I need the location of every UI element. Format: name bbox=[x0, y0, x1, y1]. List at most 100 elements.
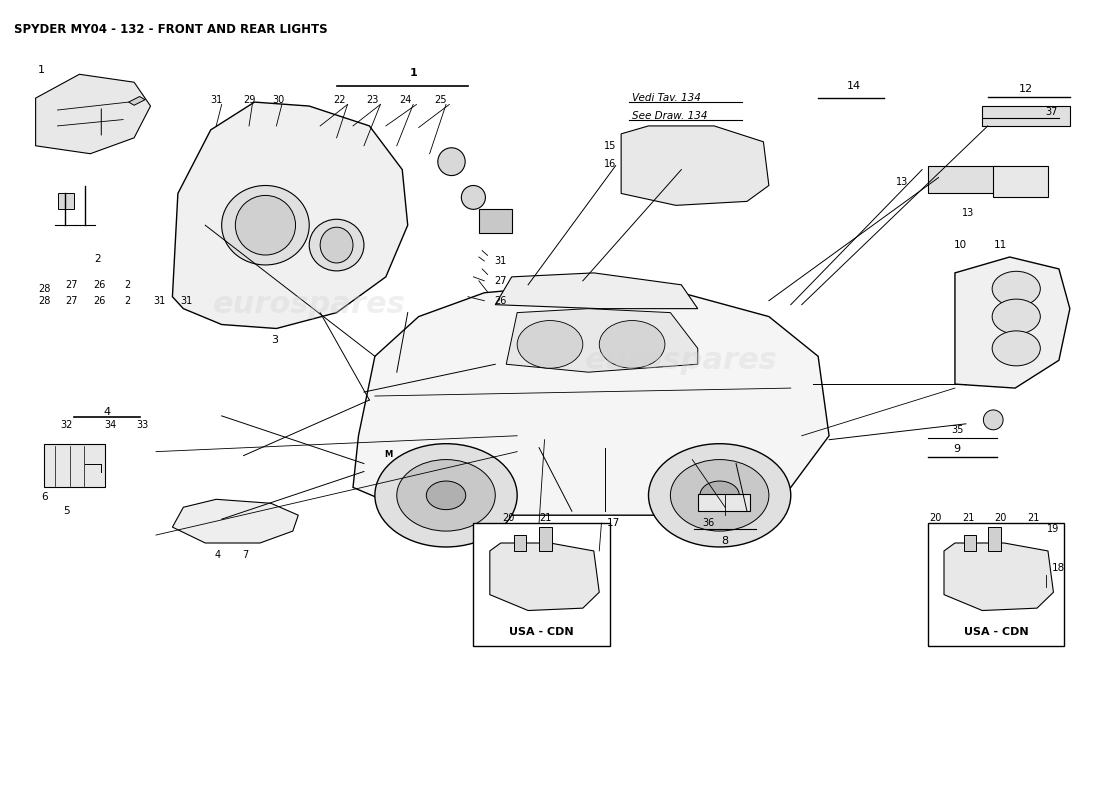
Bar bbox=[697, 494, 750, 511]
Text: SPYDER MY04 - 132 - FRONT AND REAR LIGHTS: SPYDER MY04 - 132 - FRONT AND REAR LIGHT… bbox=[13, 22, 328, 36]
Text: 26: 26 bbox=[495, 296, 507, 306]
Text: 6: 6 bbox=[41, 492, 47, 502]
Text: 31: 31 bbox=[153, 296, 165, 306]
Bar bbox=[44, 444, 104, 487]
Text: 37: 37 bbox=[1045, 107, 1057, 118]
Polygon shape bbox=[353, 285, 829, 515]
Text: M: M bbox=[384, 450, 392, 458]
Bar bbox=[993, 166, 1048, 198]
Bar bbox=[473, 523, 610, 646]
Text: 13: 13 bbox=[962, 208, 975, 218]
Polygon shape bbox=[35, 74, 151, 154]
Text: 31: 31 bbox=[180, 296, 192, 306]
Polygon shape bbox=[539, 527, 552, 551]
Text: 20: 20 bbox=[503, 513, 515, 522]
Text: USA - CDN: USA - CDN bbox=[509, 627, 574, 637]
Text: 20: 20 bbox=[930, 513, 942, 522]
Text: 28: 28 bbox=[39, 284, 51, 294]
Polygon shape bbox=[964, 535, 976, 551]
Text: 14: 14 bbox=[847, 81, 861, 91]
Text: 2: 2 bbox=[124, 280, 131, 290]
Text: 21: 21 bbox=[1027, 513, 1040, 522]
Ellipse shape bbox=[438, 148, 465, 175]
Circle shape bbox=[992, 299, 1041, 334]
Text: 17: 17 bbox=[607, 518, 620, 528]
Ellipse shape bbox=[320, 227, 353, 263]
Polygon shape bbox=[129, 97, 145, 106]
Text: 11: 11 bbox=[994, 240, 1008, 250]
Bar bbox=[927, 523, 1065, 646]
Text: 4: 4 bbox=[214, 550, 220, 560]
Text: 31: 31 bbox=[495, 256, 507, 266]
Polygon shape bbox=[506, 309, 697, 372]
Text: 4: 4 bbox=[103, 407, 110, 417]
Text: 2: 2 bbox=[95, 254, 101, 264]
Text: Vedi Tav. 134: Vedi Tav. 134 bbox=[632, 93, 701, 103]
Bar bbox=[57, 194, 74, 210]
Text: 16: 16 bbox=[604, 159, 616, 169]
Text: See Draw. 134: See Draw. 134 bbox=[632, 110, 707, 121]
Text: 25: 25 bbox=[434, 94, 447, 105]
Text: 13: 13 bbox=[896, 177, 909, 186]
Polygon shape bbox=[955, 257, 1070, 388]
Ellipse shape bbox=[461, 186, 485, 210]
Text: 2: 2 bbox=[124, 296, 131, 306]
Text: 28: 28 bbox=[39, 296, 51, 306]
Ellipse shape bbox=[309, 219, 364, 271]
Text: 5: 5 bbox=[63, 506, 69, 516]
Text: 7: 7 bbox=[243, 550, 249, 560]
Circle shape bbox=[649, 444, 791, 547]
Circle shape bbox=[992, 331, 1041, 366]
Polygon shape bbox=[490, 543, 600, 610]
Circle shape bbox=[397, 459, 495, 531]
Text: 15: 15 bbox=[604, 141, 616, 150]
Polygon shape bbox=[988, 527, 1001, 551]
Text: 26: 26 bbox=[92, 296, 106, 306]
Text: 1: 1 bbox=[409, 68, 417, 78]
Bar bbox=[927, 166, 999, 194]
Ellipse shape bbox=[517, 321, 583, 368]
Polygon shape bbox=[621, 126, 769, 206]
Circle shape bbox=[427, 481, 465, 510]
Text: 36: 36 bbox=[703, 518, 715, 528]
Text: 20: 20 bbox=[994, 513, 1008, 522]
Text: 27: 27 bbox=[66, 296, 78, 306]
Ellipse shape bbox=[235, 195, 296, 255]
Ellipse shape bbox=[983, 410, 1003, 430]
Ellipse shape bbox=[600, 321, 664, 368]
Bar bbox=[982, 106, 1070, 126]
Text: 1: 1 bbox=[37, 66, 45, 75]
Text: 24: 24 bbox=[399, 94, 411, 105]
Polygon shape bbox=[173, 499, 298, 543]
Polygon shape bbox=[514, 535, 526, 551]
Text: 3: 3 bbox=[271, 335, 277, 346]
Text: 31: 31 bbox=[210, 94, 222, 105]
Text: 21: 21 bbox=[961, 513, 975, 522]
Text: 26: 26 bbox=[92, 280, 106, 290]
Text: 18: 18 bbox=[1053, 563, 1066, 574]
Circle shape bbox=[670, 459, 769, 531]
Text: 30: 30 bbox=[273, 94, 285, 105]
Ellipse shape bbox=[222, 186, 309, 265]
Text: 34: 34 bbox=[103, 421, 117, 430]
Text: 22: 22 bbox=[333, 94, 346, 105]
Bar bbox=[478, 210, 512, 233]
Polygon shape bbox=[944, 543, 1054, 610]
Text: 21: 21 bbox=[539, 513, 552, 522]
Text: 27: 27 bbox=[495, 276, 507, 286]
Text: 10: 10 bbox=[954, 240, 967, 250]
Text: 19: 19 bbox=[1047, 524, 1059, 534]
Circle shape bbox=[700, 481, 739, 510]
Circle shape bbox=[375, 444, 517, 547]
Text: eurospares: eurospares bbox=[212, 290, 406, 319]
Text: 35: 35 bbox=[950, 425, 964, 435]
Text: 23: 23 bbox=[366, 94, 378, 105]
Polygon shape bbox=[495, 273, 697, 309]
Circle shape bbox=[992, 271, 1041, 306]
Text: 29: 29 bbox=[243, 94, 255, 105]
Text: eurospares: eurospares bbox=[585, 346, 778, 374]
Text: 33: 33 bbox=[136, 421, 149, 430]
Text: USA - CDN: USA - CDN bbox=[964, 627, 1028, 637]
Text: 12: 12 bbox=[1019, 83, 1033, 94]
Text: 32: 32 bbox=[60, 421, 73, 430]
